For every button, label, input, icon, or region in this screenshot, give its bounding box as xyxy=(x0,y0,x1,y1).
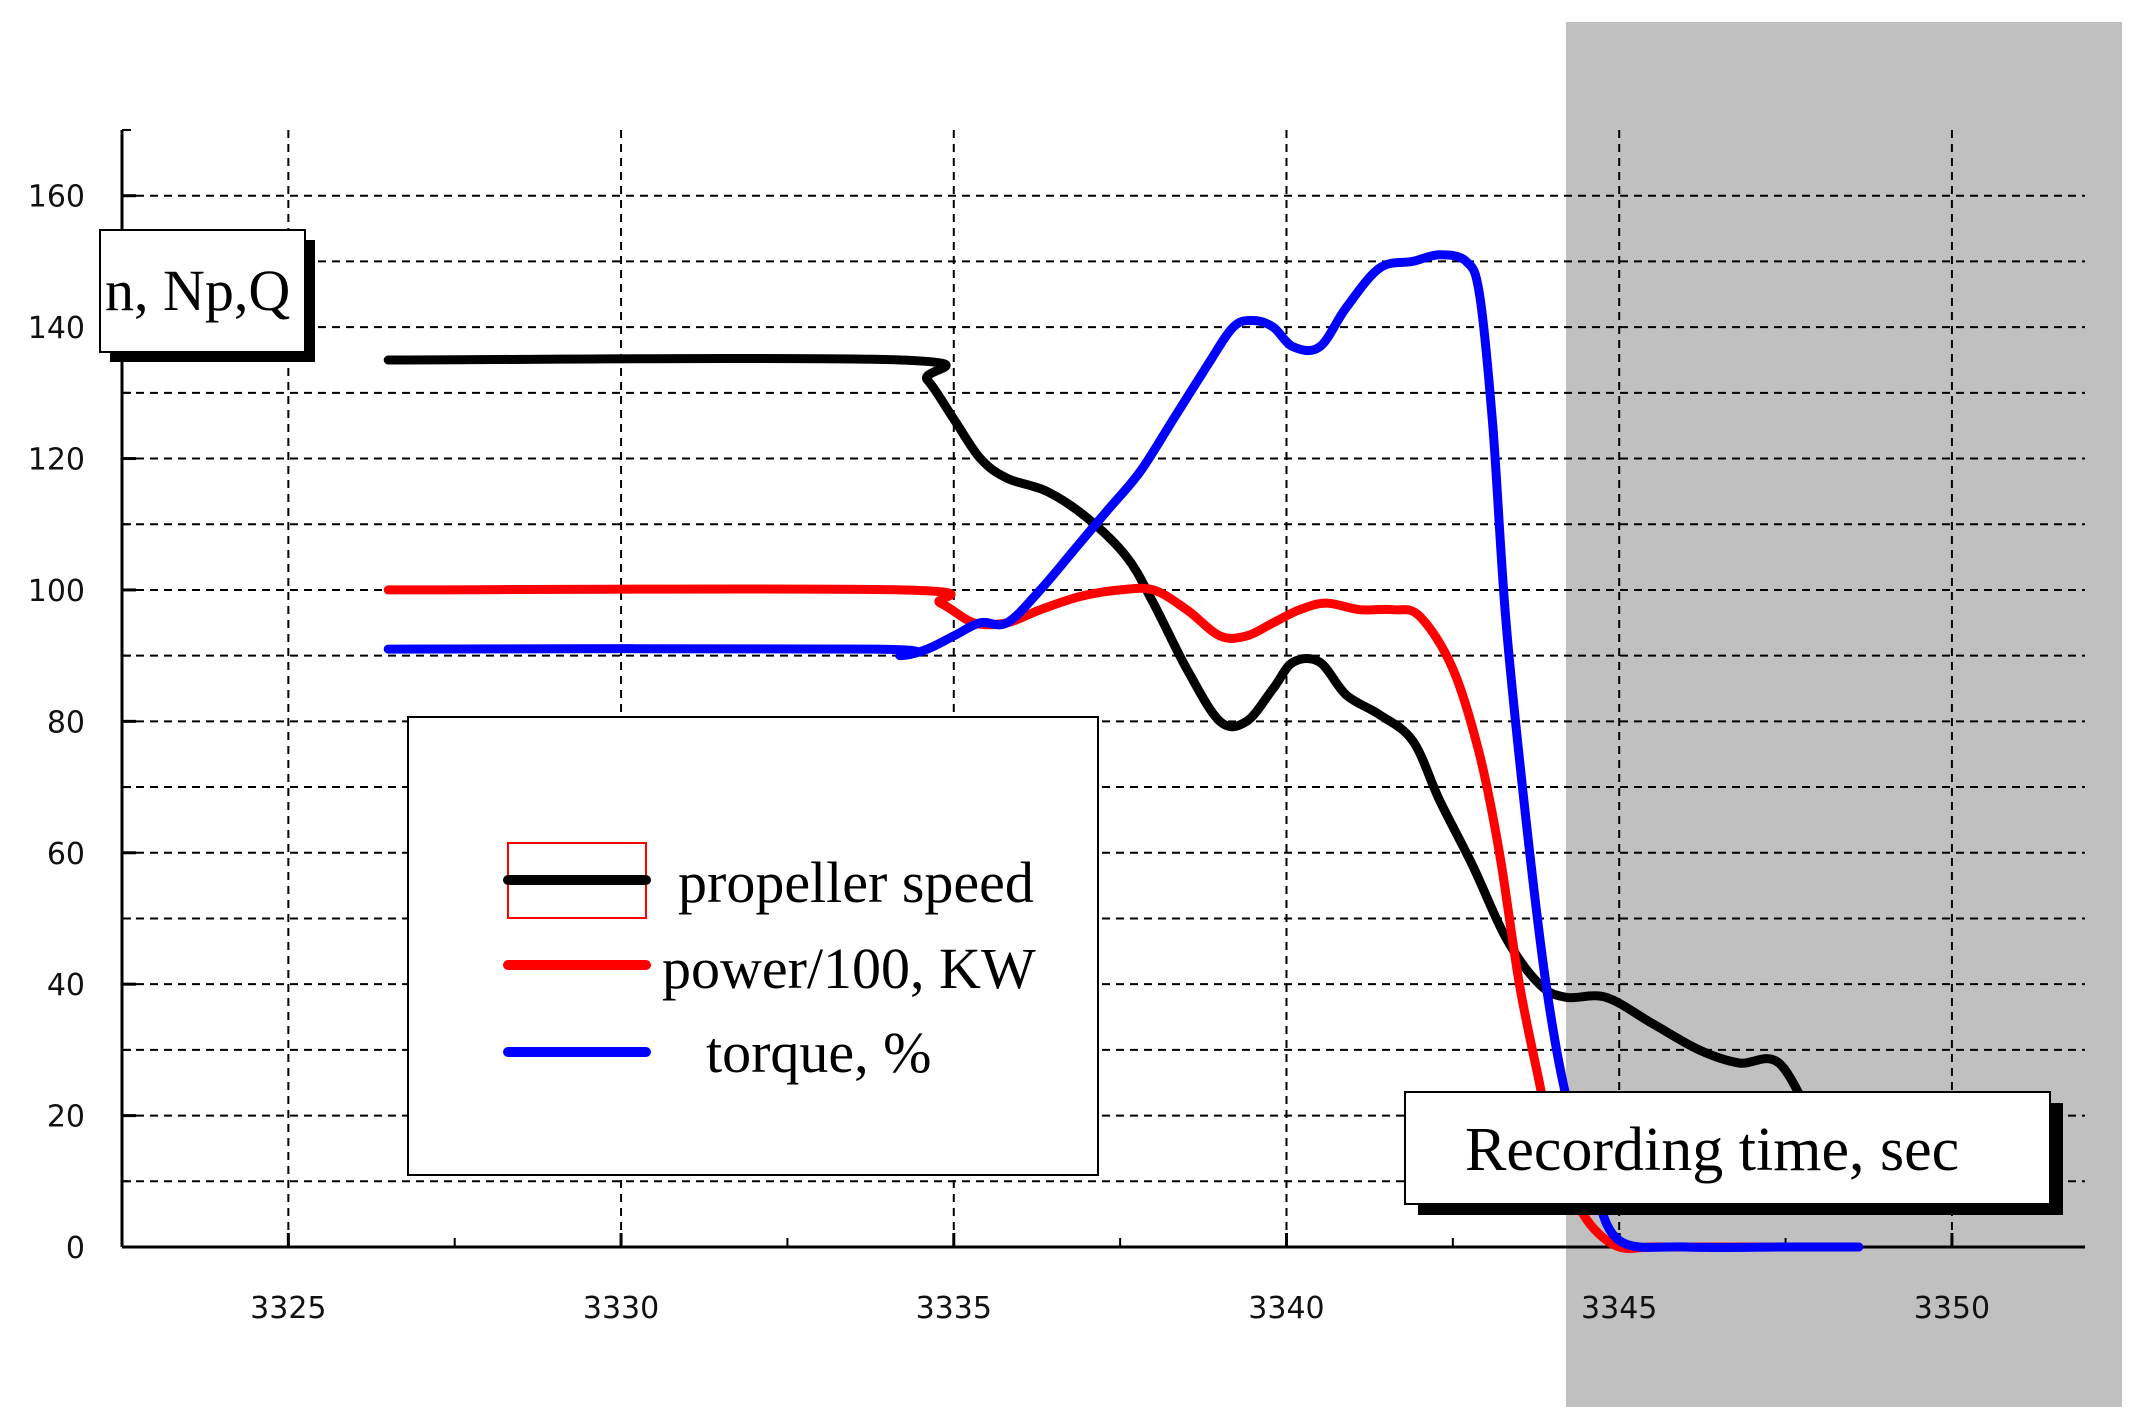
legend-label-torque: torque, % xyxy=(706,1020,932,1085)
legend: propeller speed power/100, KW torque, % xyxy=(407,716,1099,1176)
y-tick-label: 0 xyxy=(66,1231,85,1266)
y-label-box: n, Np,Q xyxy=(99,229,315,362)
x-tick-label: 3330 xyxy=(583,1291,659,1326)
x-label-box-frame xyxy=(1404,1091,2051,1205)
legend-label-power: power/100, KW xyxy=(662,936,1036,1001)
series-line-propeller-speed xyxy=(383,354,1864,1173)
y-tick-label: 20 xyxy=(47,1100,85,1135)
x-tick-label: 3350 xyxy=(1914,1291,1990,1326)
legend-frame xyxy=(407,716,1099,1176)
x-axis-label: Recording time, sec xyxy=(1465,1116,1959,1184)
series-line-torque xyxy=(383,250,1864,1252)
y-label-box-frame xyxy=(99,229,306,353)
x-tick-label: 3340 xyxy=(1248,1291,1324,1326)
x-label-box: Recording time, sec xyxy=(1404,1091,2063,1215)
y-tick-label: 80 xyxy=(47,705,85,740)
y-tick-label: 140 xyxy=(28,311,85,346)
y-tick-label: 160 xyxy=(28,180,85,215)
y-tick-label: 40 xyxy=(47,968,85,1003)
y-tick-label: 60 xyxy=(47,837,85,872)
series-lines xyxy=(383,250,1864,1253)
y-tick-label: 120 xyxy=(28,443,85,478)
y-axis-label: n, Np,Q xyxy=(105,258,290,323)
x-tick-label: 3345 xyxy=(1581,1291,1657,1326)
x-tick-label: 3335 xyxy=(916,1291,992,1326)
ticks: 0 20 40 60 80 100 120 140 160 3325 3330 3335 3340 334… xyxy=(28,129,1990,1326)
x-tick-label: 3325 xyxy=(250,1291,326,1326)
legend-label-propeller-speed: propeller speed xyxy=(678,850,1034,915)
y-tick-label: 100 xyxy=(28,574,85,609)
